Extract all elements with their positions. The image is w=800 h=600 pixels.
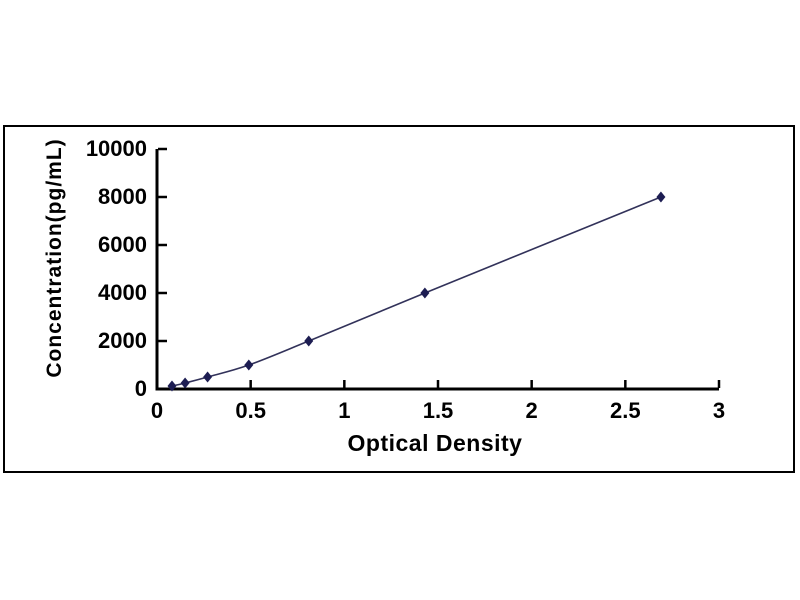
x-tick-label-3: 3 — [712, 398, 726, 423]
data-point-marker — [304, 335, 314, 347]
data-point-marker — [420, 287, 430, 299]
standard-curve-line — [171, 196, 662, 387]
x-tick-label-0.5: 0.5 — [235, 398, 266, 423]
x-axis-title: Optical Density — [347, 430, 523, 456]
data-point-marker — [180, 377, 190, 389]
x-tick-label-0: 0 — [150, 398, 164, 423]
y-tick-label-6000: 6000 — [98, 232, 147, 257]
y-tick-label-0: 0 — [134, 376, 147, 401]
y-tick-label-4000: 4000 — [98, 280, 147, 305]
data-point-marker — [656, 191, 666, 203]
data-point-marker — [244, 359, 254, 371]
x-tick-label-1.5: 1.5 — [422, 398, 454, 423]
y-tick-label-2000: 2000 — [98, 328, 147, 353]
x-tick-label-2.5: 2.5 — [610, 398, 641, 423]
y-tick-label-8000: 8000 — [98, 184, 147, 209]
chart-frame — [3, 125, 795, 473]
y-axis-title: Concentration(pg/mL) — [43, 138, 66, 378]
data-point-marker — [203, 371, 213, 383]
x-tick-label-1: 1 — [338, 398, 351, 423]
x-tick-label-2: 2 — [525, 398, 538, 423]
y-tick-label-10000: 10000 — [85, 136, 147, 161]
data-point-marker — [167, 380, 177, 392]
